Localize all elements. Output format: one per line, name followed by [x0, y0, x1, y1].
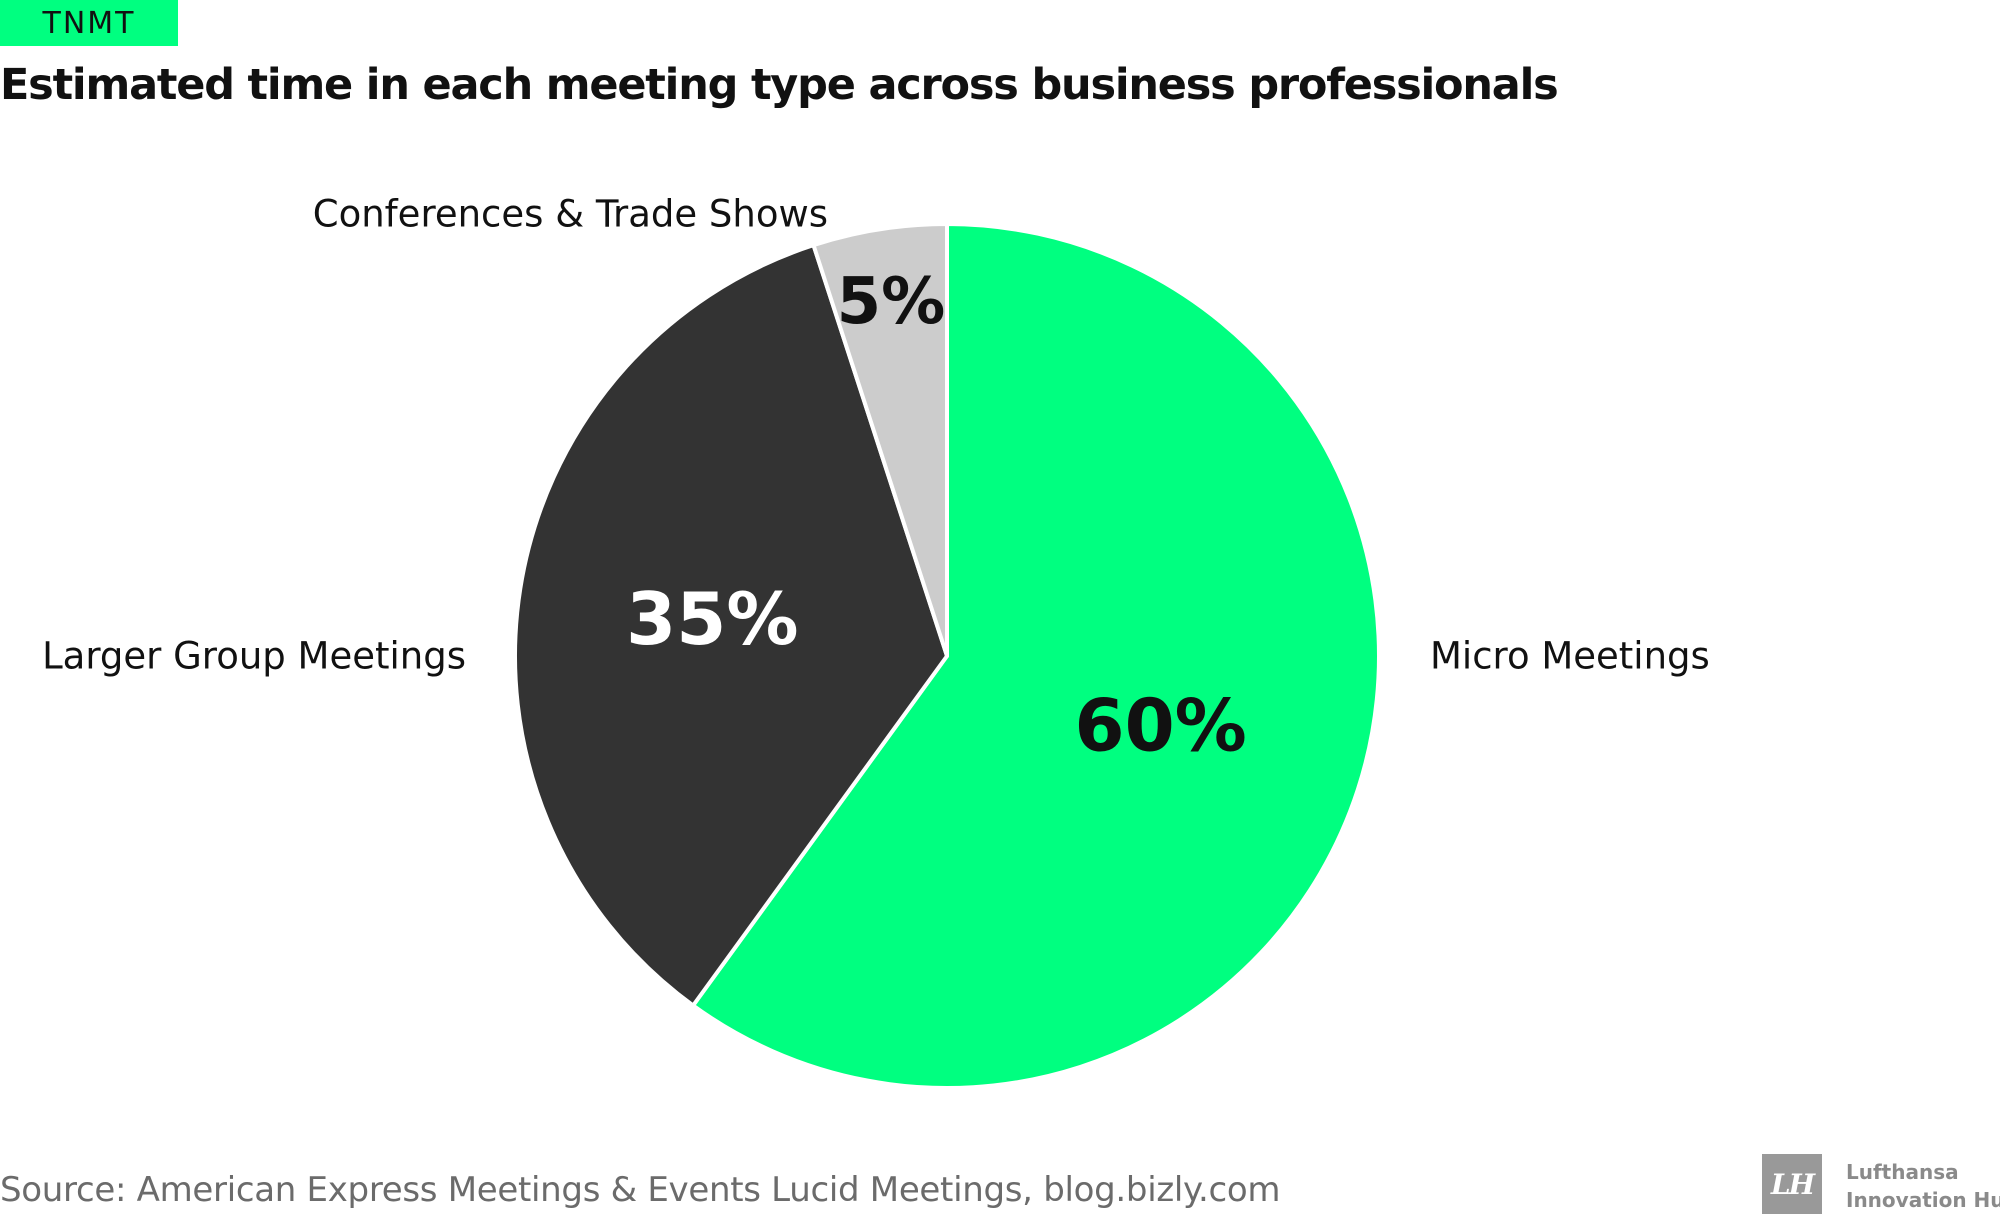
pie-slice-micro-meetings: [691, 222, 1381, 1090]
pie-slice-larger-group-meetings: [513, 243, 949, 1008]
pie-category-labels: Micro Meetings Larger Group Meetings Confe…: [42, 193, 1710, 678]
pie-slice-conferences-trade-shows: [811, 222, 949, 658]
brand-tag-text: TNMT: [42, 5, 136, 41]
source-note: Source: American Express Meetings & Even…: [0, 1170, 1281, 1210]
value-label-1: 35%: [626, 577, 798, 661]
pie-slices: [513, 222, 1381, 1090]
lufthansa-logo: LH: [1762, 1154, 1822, 1214]
brand-tag: TNMT: [0, 0, 178, 46]
org-line-2: Innovation Hub: [1846, 1188, 2000, 1212]
organization-name: Lufthansa Innovation Hub: [1846, 1158, 2000, 1214]
lh-logo-icon: LH: [1770, 1167, 1815, 1201]
category-label-1: Larger Group Meetings: [42, 635, 466, 678]
pie-value-labels: 60% 35% 5%: [626, 265, 1247, 768]
chart-title: Estimated time in each meeting type acro…: [0, 60, 1559, 110]
org-line-1: Lufthansa: [1846, 1160, 1959, 1184]
value-label-0: 60%: [1074, 683, 1246, 767]
value-label-2: 5%: [837, 265, 946, 339]
category-label-0: Micro Meetings: [1430, 635, 1710, 678]
category-label-2: Conferences & Trade Shows: [313, 193, 828, 236]
